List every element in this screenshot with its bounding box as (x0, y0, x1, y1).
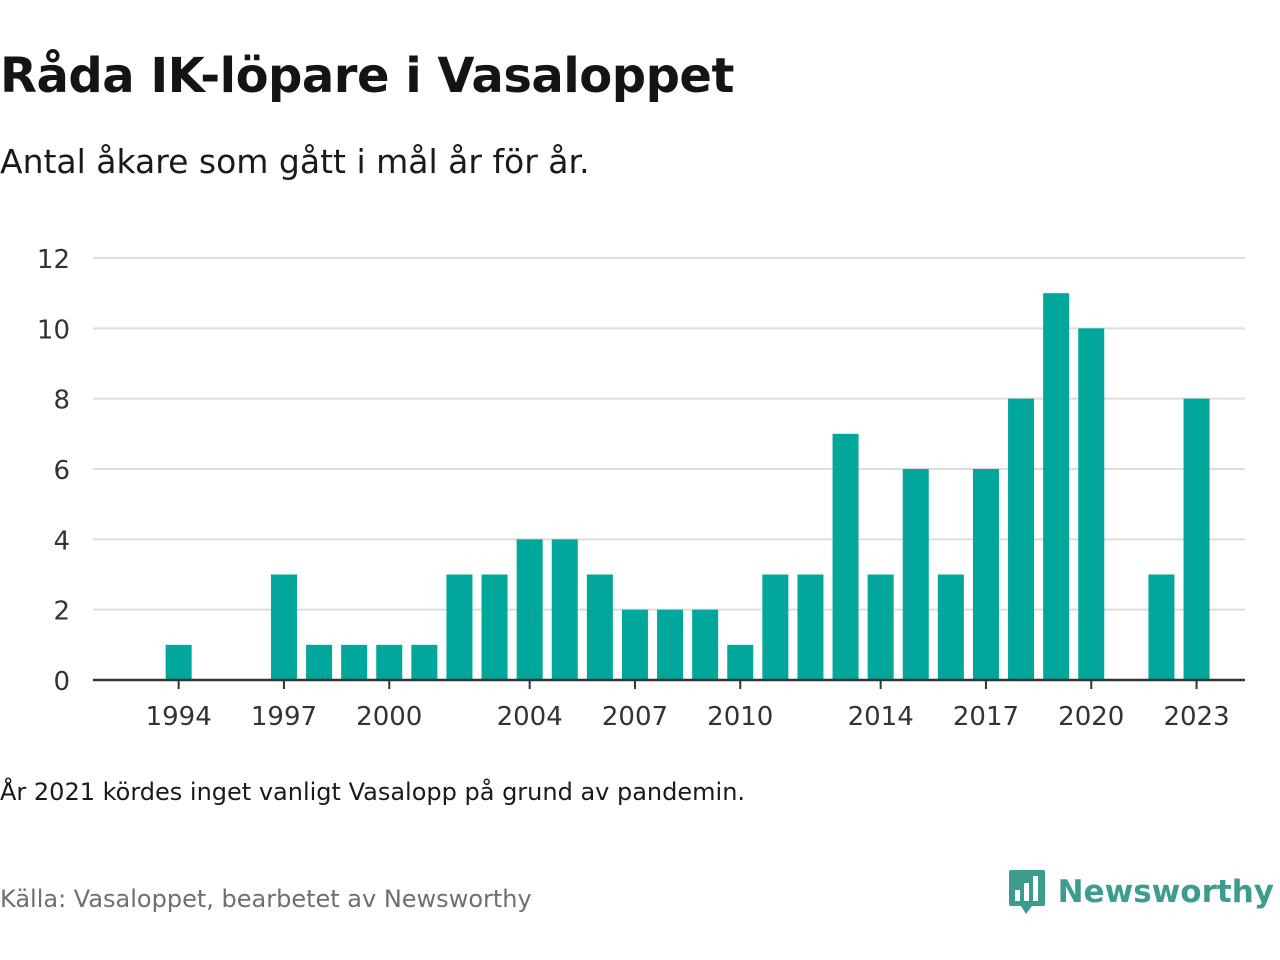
x-tick-label: 2000 (356, 702, 422, 730)
bar-2022 (1148, 574, 1175, 680)
bar-2002 (446, 574, 473, 680)
bar-2004 (516, 539, 543, 680)
y-tick-label: 8 (53, 386, 70, 416)
x-tick-label: 2007 (602, 702, 668, 730)
x-tick-label: 2023 (1163, 702, 1229, 730)
bar-2017 (972, 469, 999, 680)
bar-1999 (341, 644, 368, 680)
bar-2016 (937, 574, 964, 680)
x-tick-label: 2020 (1058, 702, 1124, 730)
x-axis-labels: 1994 1997 2000 2004 2007 2010 2014 2017 2020 2023 (146, 702, 1230, 730)
brand-name: Newsworthy (1057, 874, 1274, 910)
y-tick-label: 0 (53, 667, 70, 697)
bar-2005 (551, 539, 578, 680)
bar-2007 (621, 609, 648, 680)
chart-title: Råda IK-löpare i Vasaloppet (0, 48, 734, 104)
bar-2009 (692, 609, 719, 680)
newsworthy-logo-icon (1008, 870, 1045, 914)
x-tick-label: 2010 (707, 702, 773, 730)
x-axis (93, 678, 1245, 689)
brand: Newsworthy (1008, 868, 1274, 916)
bar-1997 (270, 574, 297, 680)
bar-2023 (1183, 398, 1210, 680)
bar-2010 (727, 644, 754, 680)
y-tick-label: 6 (53, 456, 70, 486)
bar-2000 (376, 644, 403, 680)
chart-subtitle: Antal åkare som gått i mål år för år. (0, 142, 590, 181)
bar-2020 (1078, 328, 1105, 680)
bar-1998 (306, 644, 333, 680)
bar-2006 (586, 574, 613, 680)
x-tick-label: 2004 (497, 702, 563, 730)
bar-chart: 0 2 4 6 8 10 12 1994 1997 2000 2004 2007 2010 2014 20… (37, 245, 1245, 730)
bar-2018 (1008, 398, 1035, 680)
x-tick-label: 1994 (146, 702, 212, 730)
bar-2012 (797, 574, 824, 680)
y-tick-label: 10 (37, 315, 70, 345)
footnote: År 2021 kördes inget vanligt Vasalopp på… (0, 778, 746, 806)
source-text: Källa: Vasaloppet, bearbetet av Newswort… (0, 885, 532, 913)
bar-2011 (762, 574, 789, 680)
bar-2003 (481, 574, 508, 680)
bar-2014 (867, 574, 894, 680)
bar-2019 (1043, 293, 1070, 680)
bar-2015 (902, 469, 929, 680)
x-tick-label: 2014 (848, 702, 914, 730)
bar-2008 (657, 609, 684, 680)
grid-lines (93, 257, 1245, 611)
bar-2013 (832, 433, 859, 680)
bar-1994 (165, 644, 192, 680)
y-tick-label: 12 (37, 245, 70, 275)
y-tick-label: 2 (53, 597, 70, 627)
bar-2001 (411, 644, 438, 680)
y-axis-labels: 0 2 4 6 8 10 12 (37, 245, 70, 697)
y-tick-label: 4 (53, 526, 70, 556)
x-tick-label: 1997 (251, 702, 317, 730)
x-tick-label: 2017 (953, 702, 1019, 730)
bars (165, 293, 1210, 680)
